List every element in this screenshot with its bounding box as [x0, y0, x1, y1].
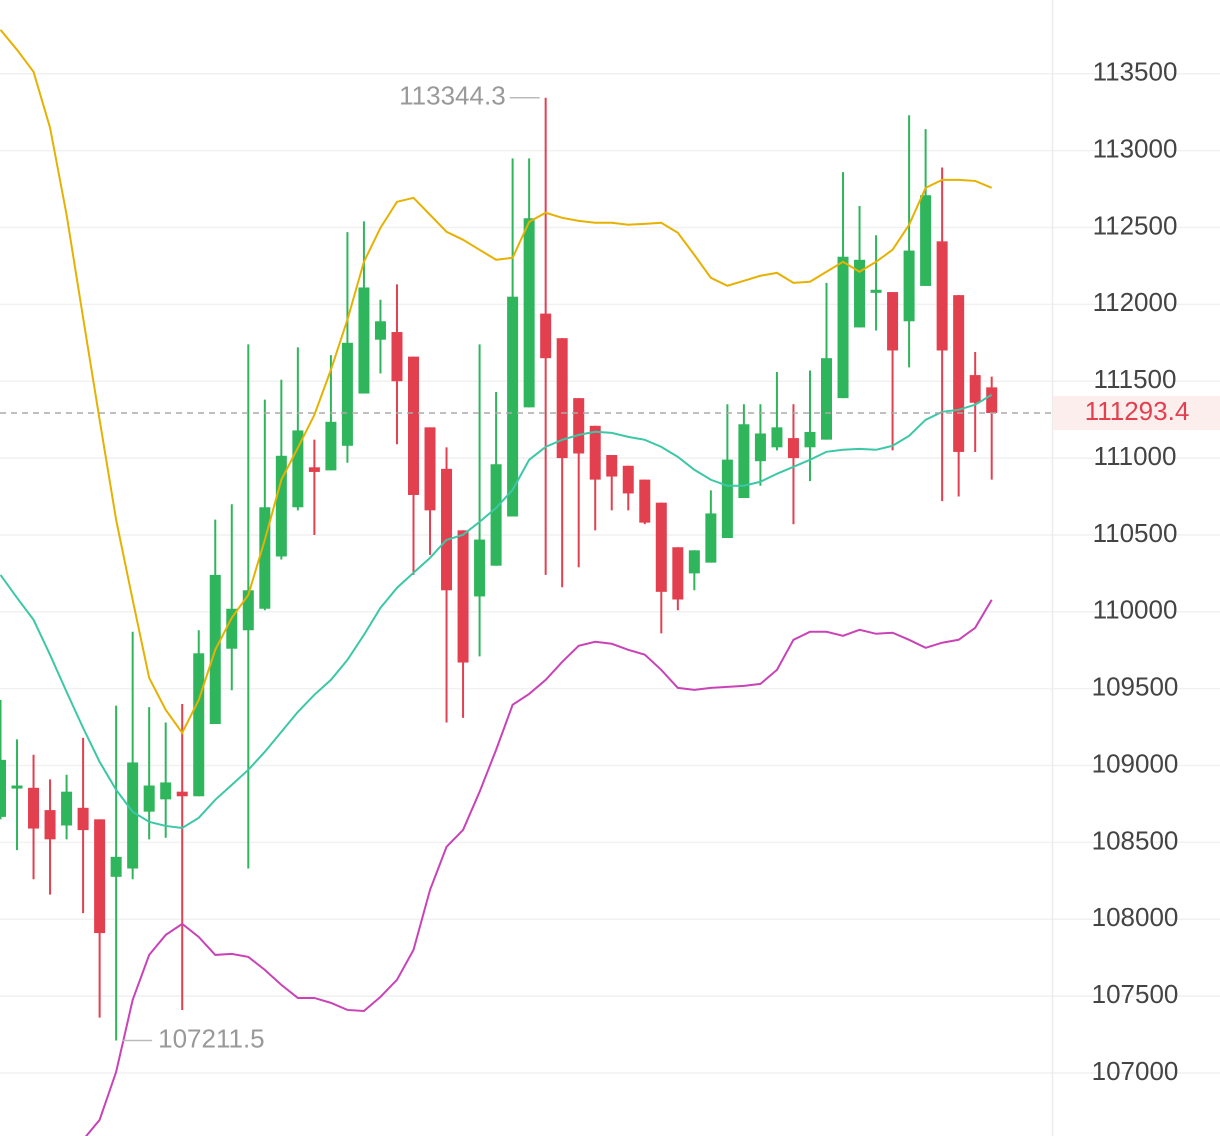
candle-body — [308, 467, 320, 472]
candle-body — [622, 465, 634, 494]
y-tick-label: 111500 — [1094, 364, 1177, 394]
candle-body — [936, 241, 948, 351]
candle-body — [226, 608, 238, 649]
y-tick-label: 110500 — [1093, 518, 1178, 548]
candle-body — [540, 313, 552, 359]
y-tick-label: 109000 — [1092, 748, 1179, 778]
candle-body — [391, 332, 403, 382]
candle-body — [457, 530, 469, 663]
candle-body — [986, 387, 998, 413]
band-line — [0, 29, 993, 735]
low-label: 107211.5 — [158, 1023, 265, 1053]
candle-body — [854, 259, 866, 328]
y-tick-label: 110000 — [1093, 595, 1178, 625]
candle-body — [61, 791, 73, 826]
candle-body — [523, 218, 535, 408]
y-tick-label: 112000 — [1093, 287, 1178, 317]
last-price-label: 111293.4 — [1085, 396, 1190, 426]
candle-body — [490, 464, 502, 566]
candle-body — [28, 787, 40, 829]
candle-body — [837, 256, 849, 399]
candle-body — [11, 785, 23, 789]
candle-body — [953, 295, 965, 452]
y-tick-label: 111000 — [1094, 441, 1177, 471]
plot-area — [0, 29, 998, 1136]
y-axis: 107000 107500 108000 108500 109000 109500 1100… — [1092, 57, 1179, 1086]
candle-body — [771, 427, 783, 448]
candle-body — [969, 375, 981, 403]
candle-body — [721, 459, 733, 539]
candle-body — [77, 807, 89, 831]
candle-body — [688, 550, 700, 574]
y-tick-label: 113000 — [1093, 134, 1178, 164]
candle-body — [672, 547, 684, 600]
candle-body — [424, 427, 436, 511]
candle-body — [655, 502, 667, 592]
candle-body — [193, 653, 205, 797]
y-tick-label: 113500 — [1093, 57, 1178, 87]
candle-body — [754, 433, 766, 462]
candle-body — [738, 424, 750, 499]
candle-body — [887, 292, 899, 351]
candle-body — [573, 398, 585, 454]
candle-body — [507, 296, 519, 517]
candle-body — [44, 810, 56, 840]
y-tick-label: 108000 — [1092, 902, 1179, 932]
candle-body — [176, 791, 188, 797]
candle-body — [242, 590, 254, 631]
candle-body — [804, 431, 816, 448]
candle-body — [920, 195, 932, 286]
y-tick-label: 107500 — [1092, 979, 1179, 1009]
y-tick-label: 112500 — [1093, 210, 1178, 240]
candle-body — [0, 759, 6, 817]
candle-body — [110, 856, 122, 877]
candle-body — [94, 819, 106, 934]
y-tick-label: 109500 — [1092, 672, 1179, 702]
candle-body — [408, 356, 419, 495]
candle-body — [474, 539, 486, 597]
candle-body — [341, 342, 353, 446]
candle-body — [259, 507, 271, 609]
candle-body — [160, 782, 172, 800]
band-line — [0, 393, 993, 829]
candle-body — [606, 455, 618, 477]
candle-body — [705, 513, 717, 563]
high-label: 113344.3 — [399, 81, 506, 111]
last-price-bg — [1053, 395, 1220, 430]
candle-body — [374, 321, 386, 340]
y-tick-label: 107000 — [1092, 1056, 1179, 1086]
candle-body — [589, 425, 601, 480]
candle-body — [903, 250, 915, 322]
candle-body — [556, 338, 568, 459]
candle-body — [870, 289, 882, 293]
candle-body — [325, 421, 337, 471]
candle-body — [358, 287, 370, 394]
candle-body — [127, 762, 139, 869]
candle-body — [275, 455, 287, 557]
candle-body — [787, 438, 799, 459]
y-tick-label: 108500 — [1092, 825, 1179, 855]
candle-body — [821, 358, 832, 440]
band-line — [84, 599, 993, 1136]
candle-body — [143, 785, 155, 812]
candle-body — [292, 430, 304, 508]
candle-body — [639, 479, 651, 523]
candle-body — [441, 468, 453, 591]
